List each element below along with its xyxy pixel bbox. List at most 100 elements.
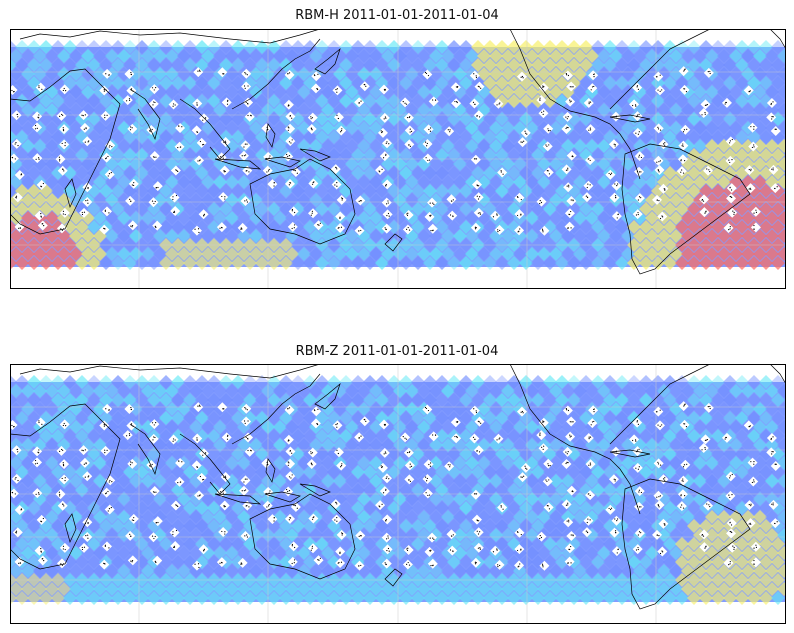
heat-cell	[135, 40, 149, 54]
heat-cell	[465, 49, 479, 63]
heat-cell	[609, 492, 623, 506]
heat-cell	[351, 40, 365, 54]
heat-cell	[543, 483, 557, 497]
heat-cell	[141, 402, 155, 416]
heat-cell	[117, 510, 131, 524]
heat-cell	[651, 483, 665, 497]
station-marker	[473, 110, 484, 121]
heat-cell	[627, 40, 641, 54]
station-marker	[658, 474, 669, 485]
heat-cell	[27, 202, 41, 216]
heat-cell	[255, 184, 269, 198]
heat-cell	[435, 483, 449, 497]
station-marker	[381, 197, 392, 208]
heat-cell	[549, 229, 563, 243]
heat-cell	[213, 211, 227, 225]
station-marker	[723, 222, 734, 233]
heat-cell	[33, 384, 47, 398]
heat-cell	[57, 582, 71, 596]
heat-cell	[249, 528, 263, 542]
heat-cell	[507, 76, 521, 90]
heat-cell	[369, 103, 383, 117]
heat-cell	[399, 375, 413, 389]
heat-cell	[399, 184, 413, 198]
heat-cell	[501, 49, 515, 63]
heat-cell	[717, 528, 731, 542]
heat-cell	[777, 211, 786, 225]
heat-cell	[645, 211, 659, 225]
heat-cell	[273, 474, 287, 488]
station-marker	[451, 98, 462, 109]
heat-cell	[69, 420, 83, 434]
station-marker	[743, 420, 754, 431]
heat-cell	[159, 501, 173, 515]
heat-cell	[69, 139, 83, 153]
heat-cell	[471, 130, 485, 144]
heat-cell	[495, 76, 509, 90]
station-marker	[152, 220, 163, 231]
heat-cell	[297, 546, 311, 560]
graticule	[10, 29, 786, 289]
heat-cell	[141, 384, 155, 398]
heat-cell	[207, 411, 221, 425]
heat-cell	[735, 220, 749, 234]
heat-cell	[387, 256, 401, 270]
heat-cell	[189, 528, 203, 542]
heat-cell	[591, 148, 605, 162]
heat-cell	[249, 193, 263, 207]
heat-cell	[657, 247, 671, 261]
heat-cell	[525, 85, 539, 99]
heat-cell	[663, 148, 677, 162]
heat-cell	[45, 103, 59, 117]
station-marker	[57, 165, 68, 176]
station-marker	[608, 139, 619, 150]
heat-cell	[129, 157, 143, 171]
heat-cell	[501, 384, 515, 398]
heat-cell	[15, 58, 29, 72]
heat-cell	[183, 40, 197, 54]
heat-cell	[81, 492, 95, 506]
heat-cell	[339, 256, 353, 270]
heat-cell	[447, 501, 461, 515]
heat-cell	[489, 193, 503, 207]
station-marker	[37, 555, 48, 566]
station-marker	[632, 544, 643, 555]
heat-cell	[10, 429, 17, 443]
heat-cell	[327, 375, 341, 389]
heat-cell	[519, 94, 533, 108]
station-marker	[332, 420, 343, 431]
station-marker	[539, 225, 550, 236]
heat-cell	[657, 438, 671, 452]
heat-cell	[429, 103, 443, 117]
heat-cell	[369, 438, 383, 452]
station-marker	[536, 430, 547, 441]
station-marker	[744, 500, 755, 511]
station-marker	[375, 500, 386, 511]
heat-cell	[477, 139, 491, 153]
heat-cell	[747, 112, 761, 126]
heat-cell	[549, 420, 563, 434]
heat-cell	[273, 402, 287, 416]
station-markers	[10, 66, 781, 236]
heat-cell	[81, 582, 95, 596]
heat-cell	[51, 94, 65, 108]
heat-cell	[10, 384, 23, 398]
heat-cell	[777, 121, 786, 135]
heat-cell	[399, 411, 413, 425]
heat-cell	[123, 483, 137, 497]
station-marker	[470, 154, 481, 165]
heat-cell	[10, 564, 23, 578]
heat-cell	[81, 85, 95, 99]
heat-cell	[573, 582, 587, 596]
heat-cell	[663, 112, 677, 126]
heat-cell	[10, 211, 23, 225]
heat-cell	[369, 85, 383, 99]
heat-cell	[135, 58, 149, 72]
heat-cell	[153, 67, 167, 81]
station-marker	[10, 153, 19, 164]
heat-cell	[21, 564, 35, 578]
heat-cell	[351, 393, 365, 407]
station-marker	[703, 165, 714, 176]
heat-cell	[717, 420, 731, 434]
heat-cell	[165, 456, 179, 470]
